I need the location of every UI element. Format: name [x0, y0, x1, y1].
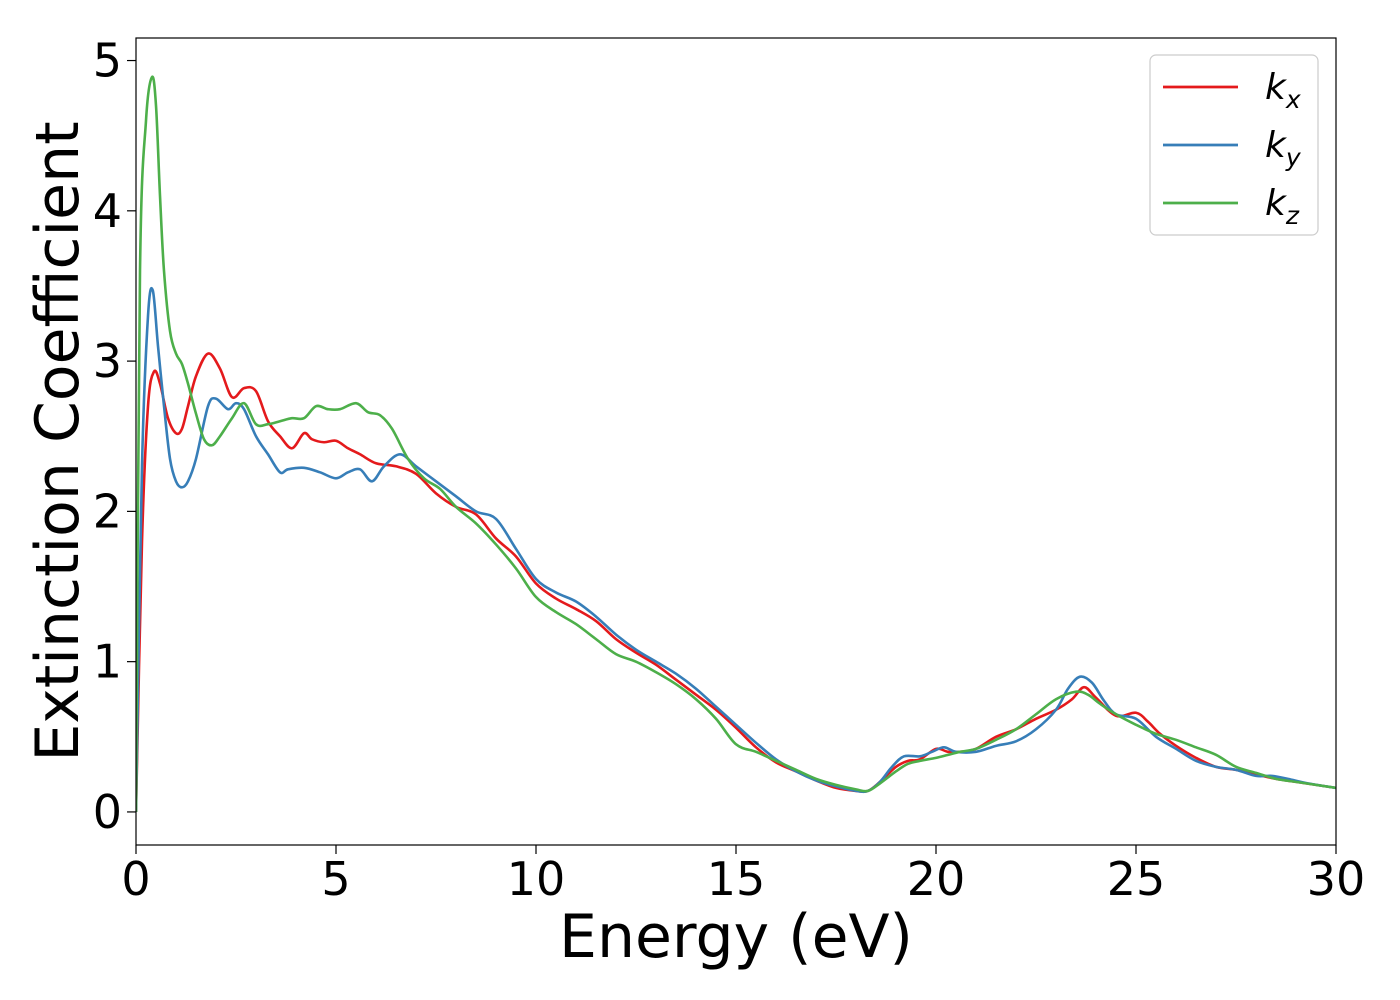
legend-label-z: kz	[1265, 183, 1300, 230]
y-tick-label: 5	[93, 34, 122, 88]
series-line-y	[136, 286, 1336, 812]
x-axis-label: Energy (eV)	[559, 902, 913, 972]
series-line-z	[136, 75, 1336, 812]
legend-label-x: kx	[1265, 67, 1301, 114]
y-tick-label: 1	[93, 635, 122, 689]
series-layer	[136, 75, 1336, 812]
x-tick-label: 0	[121, 852, 150, 906]
x-tick-label: 10	[507, 852, 566, 906]
y-tick-label: 0	[93, 785, 122, 839]
x-tick-label: 30	[1307, 852, 1366, 906]
x-tick-label: 25	[1107, 852, 1166, 906]
x-tick-label: 15	[707, 852, 766, 906]
legend: kx ky kz	[1149, 54, 1319, 236]
x-tick-label: 20	[907, 852, 966, 906]
x-axis-ticks: 0 5 10 15 20 25 30	[121, 845, 1365, 906]
y-tick-label: 4	[93, 184, 122, 238]
series-line-x	[136, 352, 1336, 812]
y-axis-label: Extinction Coefficient	[23, 121, 93, 761]
y-axis-ticks: 0 1 2 3 4 5	[93, 34, 136, 839]
y-tick-label: 3	[93, 334, 122, 388]
x-tick-label: 5	[321, 852, 350, 906]
y-tick-label: 2	[93, 484, 122, 538]
legend-label-y: ky	[1265, 125, 1302, 172]
